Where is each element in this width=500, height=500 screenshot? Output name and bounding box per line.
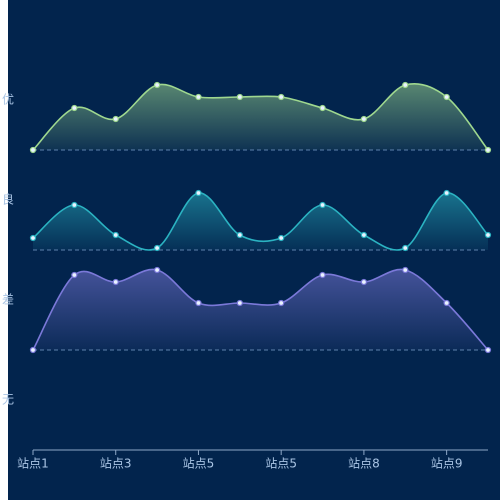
point (360, 231, 368, 239)
x-tick-label: 站点8 (348, 457, 380, 471)
point (195, 189, 202, 197)
y-tick-label: 无 (2, 393, 14, 407)
point (153, 244, 161, 252)
x-tick-label: 站点3 (100, 457, 132, 471)
point (319, 271, 326, 279)
point (71, 201, 78, 209)
y-tick-label: 优 (2, 93, 14, 107)
point (112, 278, 119, 286)
point (402, 244, 409, 252)
point (360, 115, 368, 123)
point (402, 266, 409, 274)
point (443, 299, 450, 307)
point (236, 93, 243, 101)
x-tick-label: 站点1 (17, 457, 49, 471)
point (360, 278, 368, 286)
y-tick-label: 差 (2, 293, 14, 307)
point (236, 231, 243, 239)
area (33, 83, 488, 150)
area (33, 269, 488, 350)
point (153, 266, 161, 274)
point (484, 146, 492, 154)
point (319, 104, 326, 112)
point (195, 299, 202, 307)
point (29, 234, 37, 242)
point (484, 231, 492, 239)
area (33, 192, 488, 251)
point (443, 189, 450, 197)
point (484, 346, 492, 354)
point (236, 299, 243, 307)
y-tick-label: 良 (2, 192, 14, 207)
point (443, 93, 450, 101)
point (71, 271, 78, 279)
x-tick-label: 站点5 (265, 457, 297, 471)
point (195, 93, 202, 101)
point (29, 146, 37, 154)
point (71, 104, 78, 112)
point (278, 93, 285, 101)
point (153, 81, 161, 89)
x-tick-label: 站点9 (431, 457, 463, 471)
point (29, 346, 37, 354)
point (278, 234, 285, 242)
point (112, 231, 119, 239)
x-tick-label: 站点5 (183, 457, 215, 471)
point (112, 115, 119, 123)
point (402, 81, 409, 89)
point (319, 201, 326, 209)
point (278, 299, 285, 307)
